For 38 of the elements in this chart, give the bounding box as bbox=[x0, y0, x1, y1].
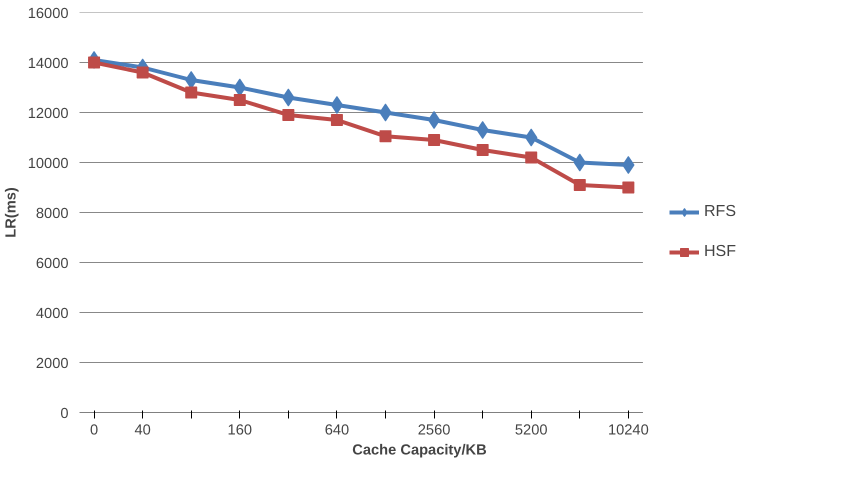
point bbox=[136, 66, 149, 78]
y-tick-label: 2000 bbox=[36, 356, 69, 372]
point bbox=[574, 179, 586, 191]
point bbox=[282, 109, 294, 121]
y-tick-label: 4000 bbox=[36, 306, 69, 322]
point bbox=[525, 152, 538, 164]
y-tick-label: 8000 bbox=[36, 206, 69, 222]
point bbox=[476, 121, 489, 139]
point bbox=[330, 96, 344, 114]
y-tick-label: 14000 bbox=[28, 56, 69, 72]
point bbox=[476, 144, 489, 156]
point bbox=[622, 182, 634, 194]
x-tick-label: 40 bbox=[134, 422, 151, 438]
x-tick-label: 640 bbox=[324, 422, 350, 438]
point bbox=[282, 88, 295, 106]
y-axis-title: LR(ms) bbox=[4, 187, 20, 238]
point bbox=[428, 111, 440, 129]
legend-label: RFS bbox=[704, 203, 736, 221]
x-tick-label: 5200 bbox=[514, 422, 548, 438]
y-tick-label: 10000 bbox=[28, 156, 69, 172]
point bbox=[622, 156, 635, 174]
point bbox=[185, 86, 198, 98]
point bbox=[380, 130, 392, 142]
x-axis-title: Cache Capacity/KB bbox=[352, 442, 487, 458]
x-tick-label: 160 bbox=[228, 422, 252, 438]
point bbox=[428, 134, 440, 146]
y-tick-label: 16000 bbox=[28, 6, 69, 22]
x-tick-label: 2560 bbox=[418, 422, 450, 438]
point bbox=[88, 56, 100, 68]
point bbox=[330, 114, 343, 126]
x-tick-label: 10240 bbox=[608, 422, 649, 438]
y-tick-label: 12000 bbox=[28, 106, 69, 122]
y-tick-label: 6000 bbox=[36, 256, 69, 272]
point bbox=[234, 94, 246, 106]
y-tick-label: 0 bbox=[60, 406, 69, 422]
point bbox=[379, 104, 392, 122]
x-tick-label: 0 bbox=[90, 422, 98, 438]
legend-label: HSF bbox=[704, 243, 736, 261]
